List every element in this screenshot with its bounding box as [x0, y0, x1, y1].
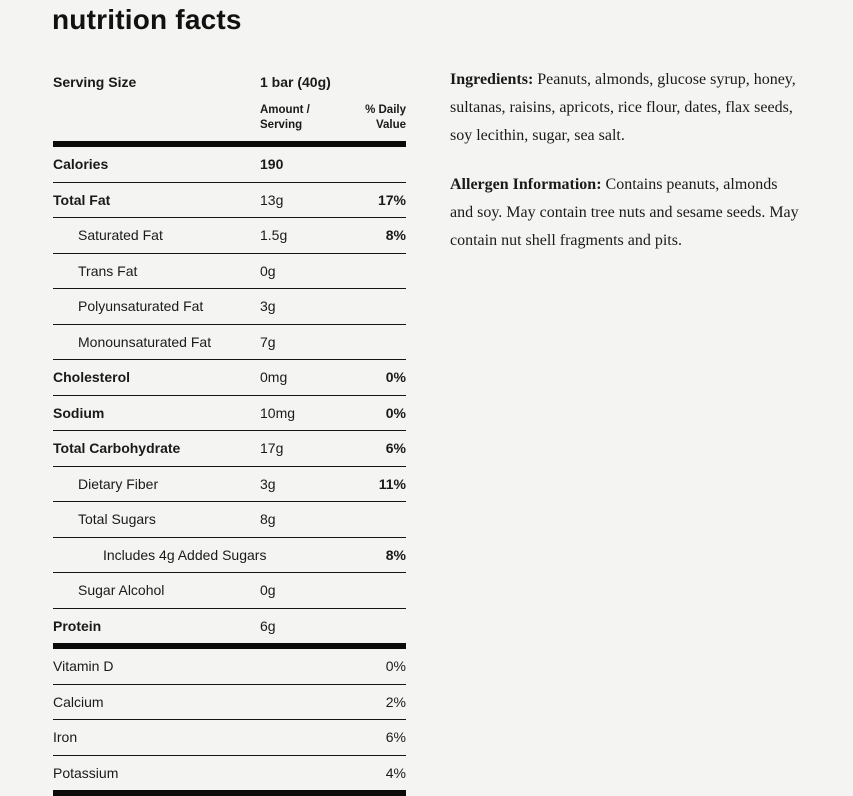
table-row-dietary-fiber: Dietary Fiber 3g 11% [53, 467, 406, 502]
serving-size-row: Serving Size 1 bar (40g) [53, 70, 406, 94]
row-label: Total Carbohydrate [53, 440, 181, 457]
row-label: Monounsaturated Fat [78, 333, 212, 350]
row-pct: 8% [385, 227, 406, 244]
row-label: Dietary Fiber [78, 475, 159, 492]
amount-serving-header: Amount / Serving [260, 104, 310, 131]
row-label: Sugar Alcohol [78, 582, 165, 599]
row-label: Total Fat [53, 191, 111, 208]
table-row-total-sugars: Total Sugars 8g [53, 502, 406, 538]
table-row-cholesterol: Cholesterol 0mg 0% [53, 360, 406, 396]
row-label: Vitamin D [53, 658, 114, 675]
table-row-polyunsaturated-fat: Polyunsaturated Fat 3g [53, 289, 406, 325]
row-amount: 8g [260, 511, 276, 528]
row-label: Polyunsaturated Fat [78, 298, 204, 315]
bottom-divider-bar [53, 790, 406, 796]
row-label: Cholesterol [53, 369, 131, 386]
row-amount: 3g [260, 475, 276, 492]
info-column: Ingredients: Peanuts, almonds, glucose s… [450, 66, 802, 255]
table-row-total-fat: Total Fat 13g 17% [53, 183, 406, 218]
allergen-text: Contains peanuts, almonds and soy. May c… [450, 176, 799, 249]
nutrition-facts-table: Serving Size 1 bar (40g) Amount / Servin… [53, 70, 406, 796]
row-label: Trans Fat [78, 262, 138, 279]
table-row-added-sugars: Includes 4g Added Sugars 8% [53, 538, 406, 573]
ingredients-paragraph: Ingredients: Peanuts, almonds, glucose s… [450, 66, 802, 150]
row-amount: 7g [260, 333, 276, 350]
row-amount: 1.5g [260, 227, 288, 244]
table-row-protein: Protein 6g [53, 609, 406, 644]
table-row-potassium: Potassium 4% [53, 756, 406, 791]
table-row-iron: Iron 6% [53, 720, 406, 756]
page-title: nutrition facts [52, 4, 242, 35]
row-label: Iron [53, 729, 78, 746]
row-label: Calories [53, 156, 109, 173]
row-amount: 17g [260, 440, 284, 457]
table-row-calcium: Calcium 2% [53, 685, 406, 720]
row-pct: 0% [385, 369, 406, 386]
allergen-paragraph: Allergen Information: Contains peanuts, … [450, 171, 802, 255]
row-pct: 11% [378, 475, 406, 492]
row-amount: 0g [260, 582, 276, 599]
row-amount: 3g [260, 298, 276, 315]
row-pct: 0% [385, 658, 406, 675]
header-divider-bar [53, 141, 406, 147]
row-pct: 2% [385, 693, 406, 710]
table-row-sodium: Sodium 10mg 0% [53, 396, 406, 431]
row-label: Sodium [53, 404, 105, 421]
row-amount: 6g [260, 617, 276, 634]
serving-size-label: Serving Size [53, 74, 137, 90]
row-pct: 6% [385, 440, 406, 457]
ingredients-text: Peanuts, almonds, glucose syrup, honey, … [450, 71, 796, 144]
table-row-trans-fat: Trans Fat 0g [53, 254, 406, 289]
table-header-row: Amount / Serving % Daily Value [53, 94, 406, 141]
table-row-vitamin-d: Vitamin D 0% [53, 649, 406, 685]
table-row-calories: Calories 190 [53, 147, 406, 183]
row-label: Protein [53, 617, 102, 634]
row-pct: 8% [385, 546, 406, 563]
row-label: Saturated Fat [78, 227, 163, 244]
row-label: Includes 4g Added Sugars [103, 546, 267, 563]
row-pct: 17% [377, 191, 406, 208]
row-amount: 10mg [260, 404, 296, 421]
allergen-heading: Allergen Information: [450, 176, 602, 193]
protein-divider-bar [53, 643, 406, 649]
row-amount: 0mg [260, 369, 288, 386]
row-amount: 0g [260, 262, 276, 279]
table-row-total-carbohydrate: Total Carbohydrate 17g 6% [53, 431, 406, 467]
table-row-saturated-fat: Saturated Fat 1.5g 8% [53, 218, 406, 254]
row-pct: 6% [385, 729, 406, 746]
row-label: Potassium [53, 764, 119, 781]
table-row-sugar-alcohol: Sugar Alcohol 0g [53, 573, 406, 609]
row-pct: 4% [385, 764, 406, 781]
table-row-monounsaturated-fat: Monounsaturated Fat 7g [53, 325, 406, 360]
row-amount: 190 [260, 156, 284, 173]
serving-size-value: 1 bar (40g) [260, 74, 331, 90]
row-amount: 13g [260, 191, 284, 208]
daily-value-header: % Daily Value [365, 104, 406, 131]
row-label: Calcium [53, 693, 104, 710]
row-label: Total Sugars [78, 511, 156, 528]
row-pct: 0% [385, 404, 406, 421]
ingredients-heading: Ingredients: [450, 71, 534, 88]
